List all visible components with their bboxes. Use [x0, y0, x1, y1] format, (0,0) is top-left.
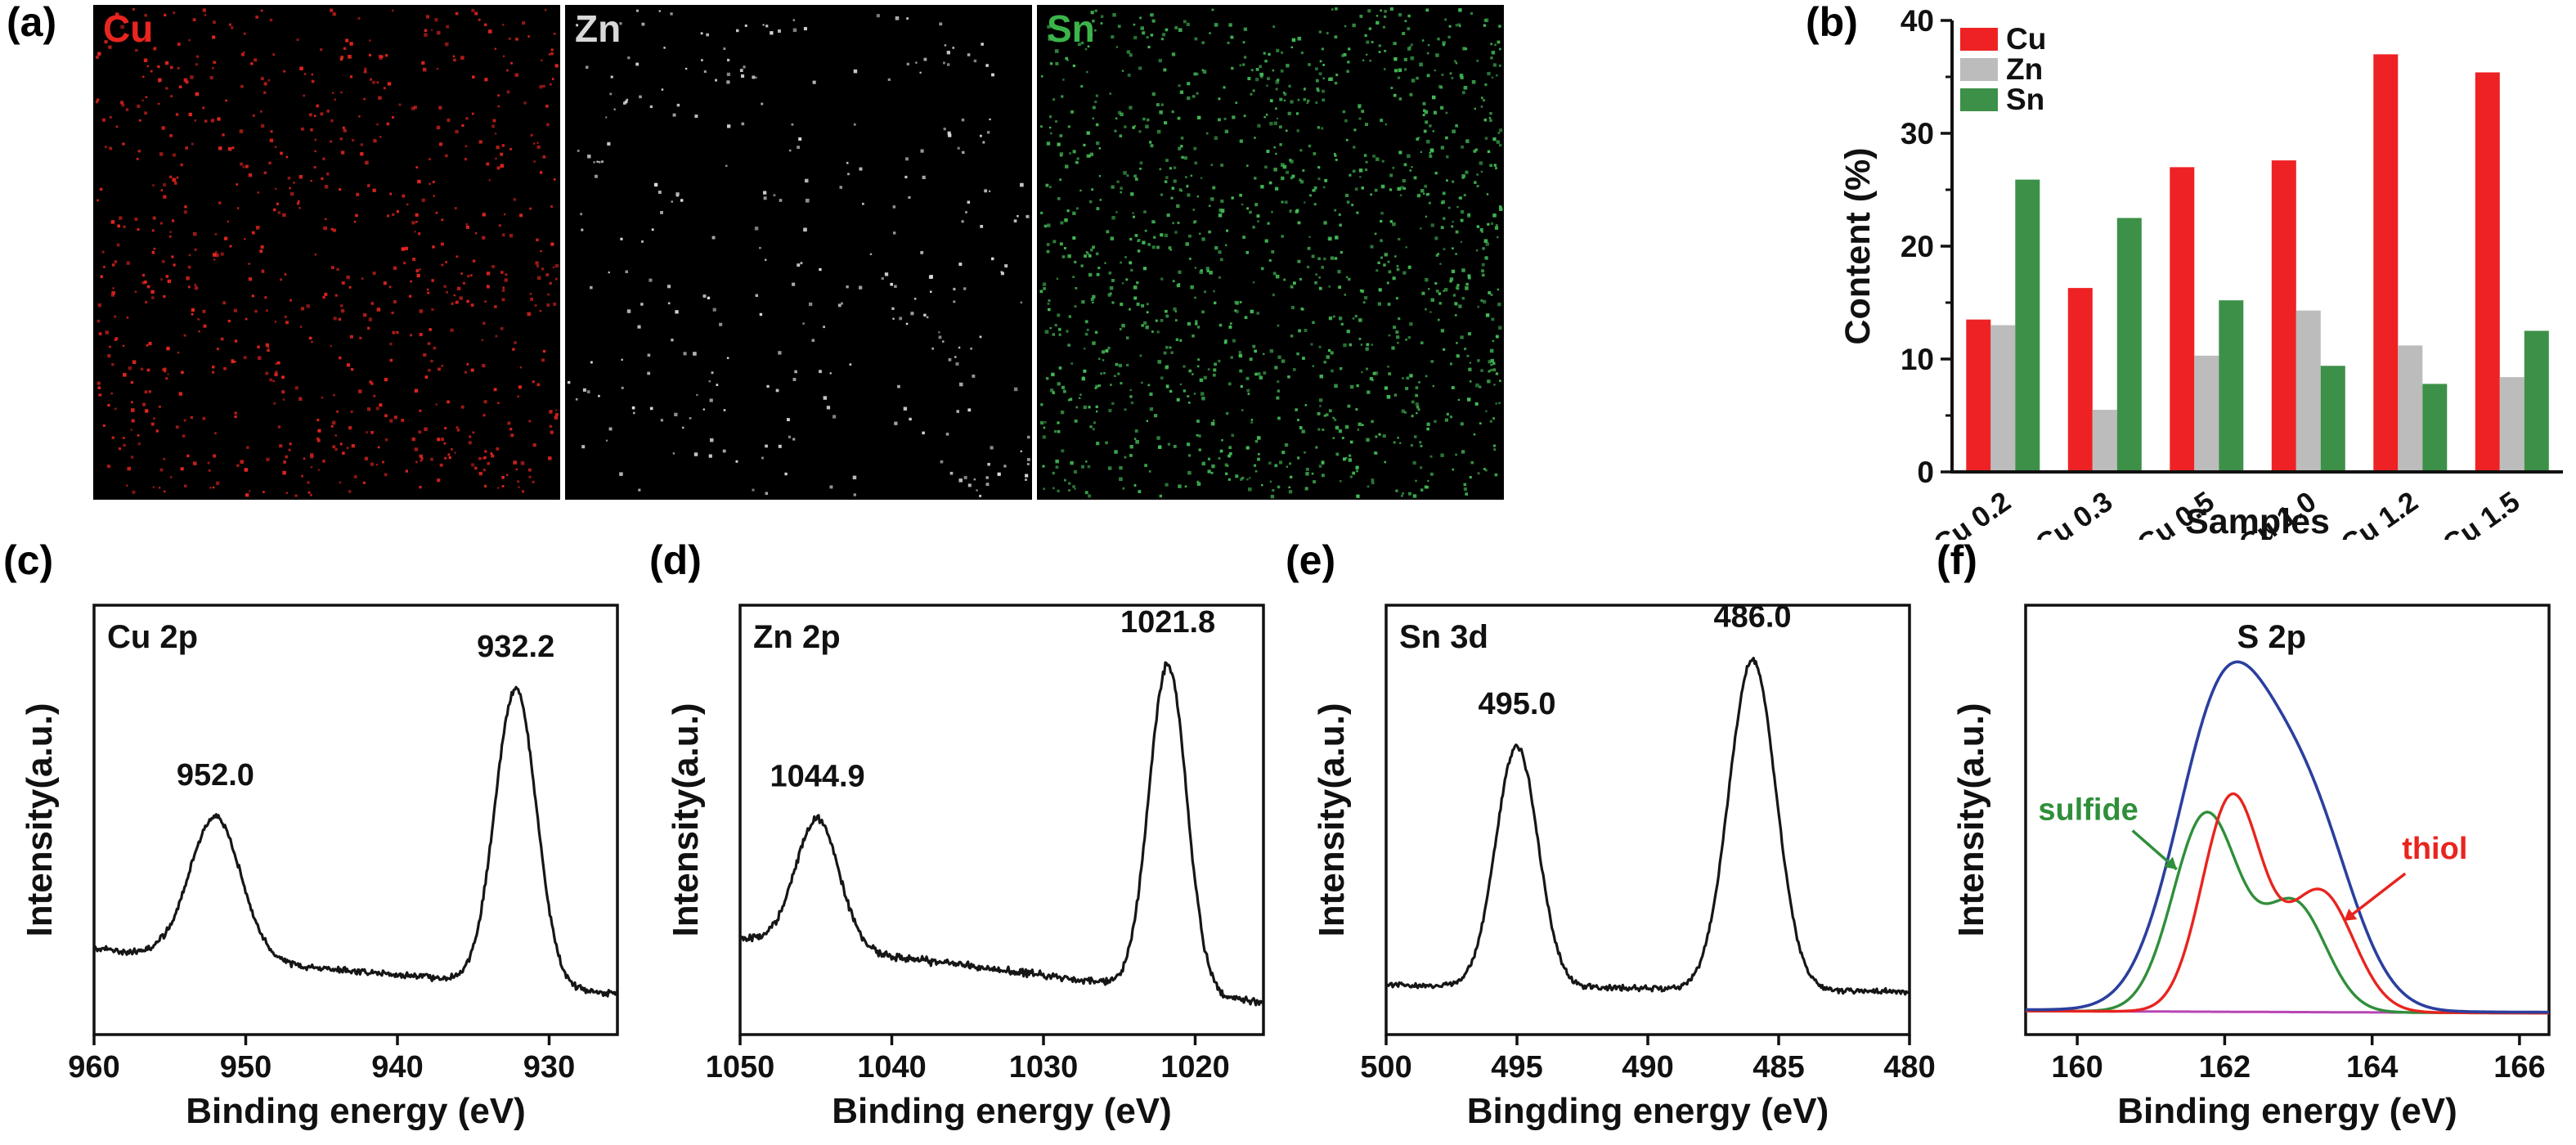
svg-text:Zn: Zn — [2006, 52, 2043, 86]
svg-text:0: 0 — [1917, 456, 1934, 489]
svg-text:Bingding energy (eV): Bingding energy (eV) — [1467, 1091, 1829, 1131]
svg-text:164: 164 — [2346, 1050, 2398, 1084]
svg-text:Cu: Cu — [2006, 22, 2046, 56]
panel-a-letter: (a) — [7, 0, 57, 45]
svg-text:Binding energy (eV): Binding energy (eV) — [2117, 1091, 2457, 1131]
svg-text:Cu 1.2: Cu 1.2 — [2335, 486, 2423, 540]
svg-text:940: 940 — [371, 1050, 423, 1084]
panel-f-letter: (f) — [1936, 537, 1977, 583]
svg-text:495: 495 — [1491, 1050, 1542, 1084]
content-bar-chart: Cu 0.2 Cu 0.3 Cu 0.5 Cu 1.0 Cu 1.2 Cu 1.50102… — [1838, 4, 2563, 540]
svg-text:Sn 3d: Sn 3d — [1399, 619, 1488, 655]
svg-text:30: 30 — [1901, 117, 1934, 150]
eds-map-cu-dots — [96, 8, 559, 497]
eds-map-sn-label: Sn — [1047, 7, 1095, 50]
svg-text:500: 500 — [1360, 1050, 1411, 1084]
svg-text:932.2: 932.2 — [477, 630, 554, 664]
svg-text:166: 166 — [2493, 1050, 2545, 1084]
svg-text:1044.9: 1044.9 — [770, 760, 864, 794]
svg-text:160: 160 — [2051, 1050, 2103, 1084]
svg-text:1050: 1050 — [706, 1050, 775, 1084]
svg-text:Binding energy (eV): Binding energy (eV) — [186, 1091, 526, 1131]
panel-e-letter: (e) — [1286, 537, 1336, 583]
eds-map-zn-dots — [568, 9, 1030, 497]
svg-text:162: 162 — [2199, 1050, 2251, 1084]
cu2p-spectrum-chart: 960 950 940 930 Binding energy (eV) Intensity… — [20, 604, 619, 1131]
svg-text:485: 485 — [1752, 1050, 1804, 1084]
eds-map-sn-dots — [1039, 7, 1503, 499]
svg-text:952.0: 952.0 — [177, 758, 254, 793]
svg-text:1030: 1030 — [1009, 1050, 1079, 1084]
s2p-spectrum-chart: 160 162 164 166 Binding energy (eV) Intensity… — [1951, 604, 2551, 1131]
svg-text:960: 960 — [68, 1050, 119, 1084]
svg-text:Intensity(a.u.): Intensity(a.u.) — [20, 703, 60, 936]
svg-text:495.0: 495.0 — [1478, 687, 1555, 721]
panel-d-letter: (d) — [649, 537, 702, 583]
svg-text:930: 930 — [523, 1050, 575, 1084]
svg-text:Zn 2p: Zn 2p — [753, 619, 841, 655]
svg-text:490: 490 — [1622, 1050, 1673, 1084]
svg-text:486.0: 486.0 — [1713, 600, 1791, 635]
svg-text:Cu 0.3: Cu 0.3 — [2030, 486, 2118, 540]
svg-text:S 2p: S 2p — [2237, 619, 2306, 655]
svg-text:Samples: Samples — [2185, 502, 2330, 540]
eds-map-cu-label: Cu — [103, 7, 154, 50]
svg-text:Intensity(a.u.): Intensity(a.u.) — [1951, 703, 1991, 936]
svg-text:950: 950 — [220, 1050, 272, 1084]
svg-text:10: 10 — [1901, 343, 1934, 376]
svg-text:1020: 1020 — [1160, 1050, 1230, 1084]
panel-c-letter: (c) — [3, 537, 54, 583]
eds-maps-row: Cu Zn Sn — [93, 5, 1504, 500]
svg-text:20: 20 — [1901, 230, 1934, 263]
panel-b-letter: (b) — [1806, 0, 1858, 45]
svg-text:Cu 2p: Cu 2p — [107, 619, 198, 655]
eds-map-zn-label: Zn — [575, 7, 622, 50]
svg-text:Intensity(a.u.): Intensity(a.u.) — [1312, 703, 1352, 936]
svg-text:sulfide: sulfide — [2038, 793, 2138, 828]
svg-text:Content (%): Content (%) — [1838, 147, 1878, 344]
svg-text:40: 40 — [1901, 4, 1934, 38]
sn3d-spectrum-chart: 500 495 490 485 480 Bingding energy (eV) Inten… — [1312, 600, 1936, 1132]
svg-text:Sn: Sn — [2006, 83, 2044, 116]
zn2p-spectrum-chart: 1050 1040 1030 1020 Binding energy (eV) Inten… — [666, 604, 1265, 1131]
svg-text:Intensity(a.u.): Intensity(a.u.) — [666, 703, 706, 936]
svg-text:480: 480 — [1883, 1050, 1935, 1084]
svg-text:Cu 1.5: Cu 1.5 — [2437, 486, 2525, 540]
svg-text:1021.8: 1021.8 — [1120, 605, 1215, 640]
svg-text:thiol: thiol — [2402, 832, 2467, 866]
eds-map-zn: Zn — [565, 5, 1032, 500]
svg-text:Binding energy (eV): Binding energy (eV) — [832, 1091, 1172, 1131]
svg-text:1040: 1040 — [857, 1050, 927, 1084]
eds-map-cu: Cu — [93, 5, 560, 500]
svg-text:Cu 0.2: Cu 0.2 — [1928, 486, 2016, 540]
eds-map-sn: Sn — [1037, 5, 1504, 500]
